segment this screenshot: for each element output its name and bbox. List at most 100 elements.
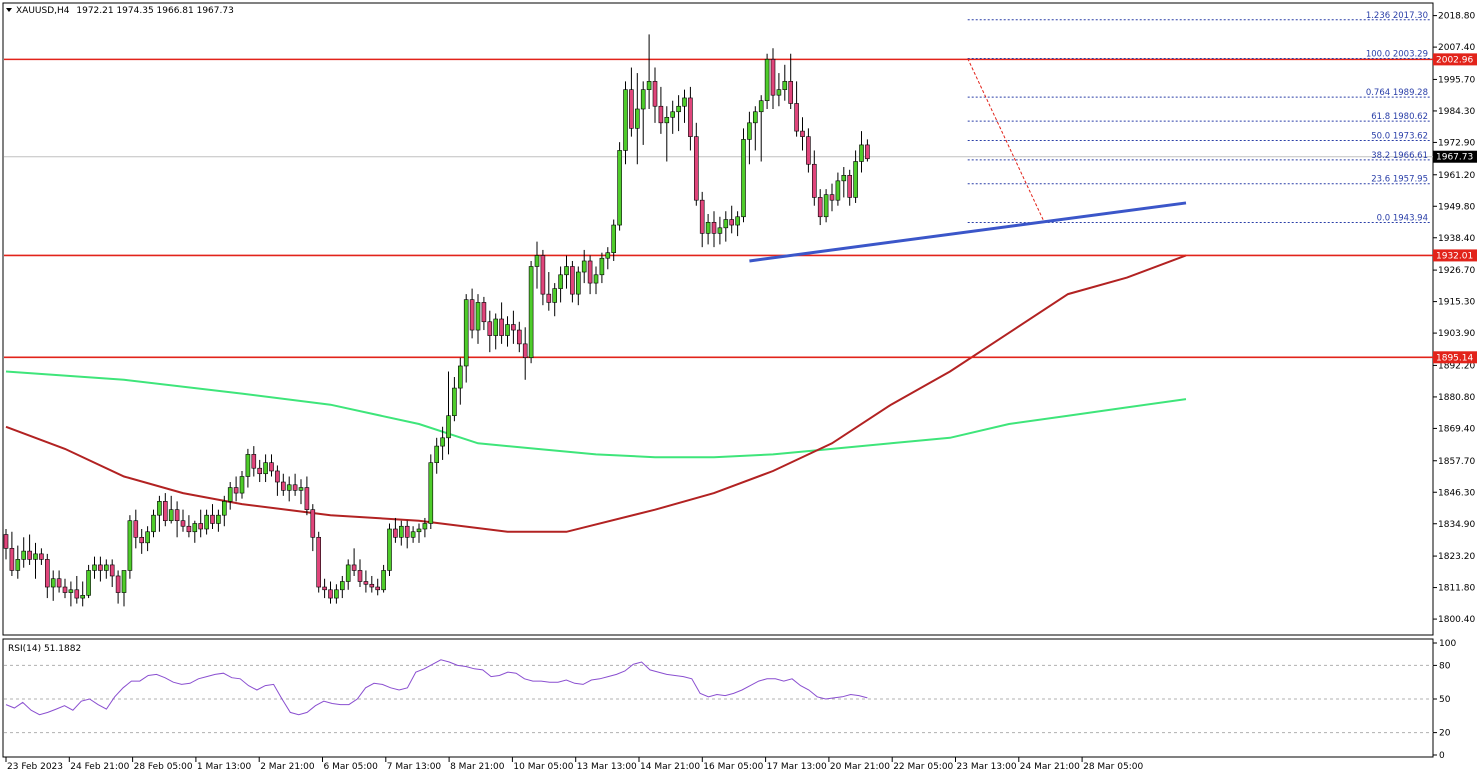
candle-bearish: [469, 299, 475, 331]
candle-bearish: [351, 564, 357, 571]
candle-bullish: [239, 476, 245, 494]
candle-bearish: [328, 589, 333, 599]
candle-bearish: [658, 105, 664, 124]
candle-bearish: [210, 514, 215, 524]
time-tick-label: 16 Mar 05:00: [703, 762, 763, 772]
time-tick-label: 24 Mar 21:00: [1020, 762, 1080, 772]
candle-bullish: [841, 175, 847, 182]
main-pane-frame: [2, 2, 1434, 636]
candle-bearish: [292, 484, 298, 491]
candle-bullish: [381, 570, 386, 591]
candle-bearish: [511, 324, 516, 331]
candle-bullish: [835, 180, 841, 201]
level-price-label: 1932.01: [1436, 251, 1473, 261]
rsi-tick-label: 0: [1439, 751, 1445, 761]
candle-bullish: [416, 528, 422, 533]
candle-bearish: [56, 578, 62, 588]
candle-bullish: [723, 219, 729, 229]
candle-bearish: [499, 318, 504, 336]
candle-bullish: [581, 260, 587, 273]
candle-bearish: [280, 481, 286, 491]
candles: [3, 34, 870, 607]
candle-bullish: [121, 570, 127, 593]
candle-bullish: [776, 89, 782, 96]
candle-bullish: [534, 255, 540, 267]
candle-bullish: [764, 58, 770, 102]
candle-bullish: [157, 501, 162, 516]
candle-bullish: [552, 288, 558, 303]
candle-bullish: [334, 589, 339, 599]
level-price-tag: [1433, 249, 1477, 262]
candle-bullish: [33, 553, 38, 560]
current-price-tag: [1433, 150, 1477, 163]
candle-bearish: [629, 89, 634, 129]
price-tick-label: 1892.20: [1438, 361, 1475, 371]
candle-bullish: [717, 227, 723, 234]
candle-bullish: [227, 487, 233, 502]
candle-bearish: [74, 589, 80, 599]
candle-bearish: [688, 97, 693, 137]
price-tick-label: 1823.20: [1438, 552, 1475, 562]
candle-bullish: [145, 531, 150, 544]
dropdown-triangle-icon[interactable]: [6, 8, 12, 12]
candle-bullish: [752, 111, 758, 124]
candle-bearish: [817, 197, 823, 218]
candle-bullish: [564, 266, 569, 276]
fib-level-label: 0.0 1943.94: [1377, 213, 1428, 223]
candle-bullish: [204, 514, 209, 530]
candle-bullish: [434, 445, 440, 463]
time-tick-label: 7 Mar 13:00: [387, 762, 442, 772]
candle-bearish: [251, 454, 257, 469]
candle-bullish: [493, 318, 499, 336]
candle-bearish: [322, 586, 327, 591]
candle-bullish: [611, 224, 617, 253]
candle-bullish: [457, 365, 463, 389]
fib-level-label: 0.764 1989.28: [1366, 88, 1428, 98]
candle-bullish: [575, 271, 581, 295]
rsi-tick-label: 50: [1439, 695, 1451, 705]
candle-bearish: [109, 564, 115, 577]
rsi-label: RSI(14) 51.1882: [8, 644, 81, 654]
price-tick-label: 1811.80: [1438, 584, 1475, 594]
candle-bearish: [570, 266, 575, 295]
price-tick-label: 2007.40: [1438, 43, 1475, 53]
fibonacci-retracement: 1.236 2017.30 100.0 2003.29 0.764 1989.28 6…: [967, 11, 1430, 223]
price-tick-label: 1834.90: [1438, 520, 1475, 530]
candle-bearish: [62, 586, 68, 593]
candle-bearish: [829, 194, 835, 201]
candle-bullish: [735, 216, 740, 226]
price-tick-label: 1972.90: [1438, 138, 1475, 148]
candle-bullish: [68, 589, 74, 593]
candle-bullish: [440, 437, 445, 447]
candle-bearish: [729, 219, 735, 226]
candle-bullish: [676, 105, 681, 113]
time-tick-label: 10 Mar 05:00: [513, 762, 573, 772]
time-tick-label: 28 Feb 05:00: [134, 762, 193, 772]
candle-bearish: [800, 130, 805, 137]
price-tick-label: 1903.90: [1438, 329, 1475, 339]
current-price-label: 1967.73: [1436, 153, 1473, 163]
fib-level-label: 38.2 1966.61: [1371, 151, 1428, 161]
candle-bullish: [558, 274, 563, 289]
rsi-tick-label: 80: [1439, 661, 1451, 671]
price-tick-label: 1846.30: [1438, 488, 1475, 498]
candle-bullish: [15, 559, 21, 571]
candle-bearish: [98, 564, 103, 571]
time-tick-label: 14 Mar 21:00: [640, 762, 700, 772]
candle-bearish: [139, 536, 144, 544]
candle-bearish: [198, 523, 203, 530]
time-tick-label: 1 Mar 13:00: [197, 762, 252, 772]
time-axis: 23 Feb 2023 24 Feb 21:00 28 Feb 05:00 1 Mar…: [5, 757, 1143, 772]
candle-bearish: [269, 462, 274, 472]
rsi-line: [5, 659, 868, 716]
candle-bullish: [398, 525, 404, 538]
candle-bearish: [522, 343, 528, 358]
candle-bullish: [21, 550, 27, 560]
time-tick-label: 2 Mar 21:00: [260, 762, 315, 772]
candle-bullish: [859, 144, 864, 162]
candle-bullish: [245, 454, 251, 477]
rsi-tick-label: 20: [1439, 729, 1451, 739]
candle-bearish: [375, 586, 381, 591]
candle-bearish: [369, 583, 375, 588]
